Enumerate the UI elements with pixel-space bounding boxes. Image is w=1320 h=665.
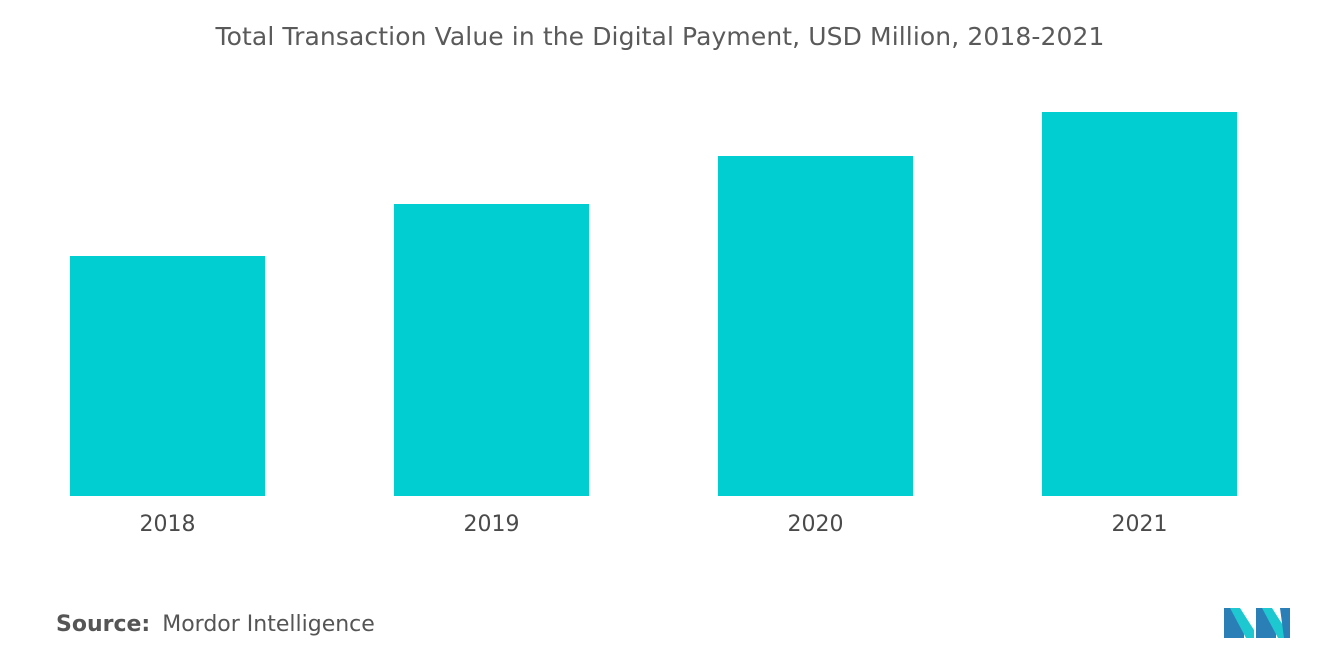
source-label: Source: — [56, 612, 151, 637]
source-value: Mordor Intelligence — [162, 612, 375, 637]
bar-2021 — [1042, 112, 1237, 496]
x-tick-label-2020: 2020 — [788, 512, 844, 537]
source-note: Source: Mordor Intelligence — [56, 612, 375, 637]
chart-title: Total Transaction Value in the Digital P… — [215, 22, 1105, 51]
bars-group — [70, 112, 1237, 496]
bar-2019 — [394, 204, 589, 496]
mordor-intelligence-logo-icon — [1224, 608, 1290, 638]
x-tick-labels: 2018 2019 2020 2021 — [140, 512, 1168, 537]
x-tick-label-2019: 2019 — [464, 512, 520, 537]
x-tick-label-2021: 2021 — [1112, 512, 1168, 537]
x-tick-label-2018: 2018 — [140, 512, 196, 537]
bar-2020 — [718, 156, 913, 496]
bar-2018 — [70, 256, 265, 496]
